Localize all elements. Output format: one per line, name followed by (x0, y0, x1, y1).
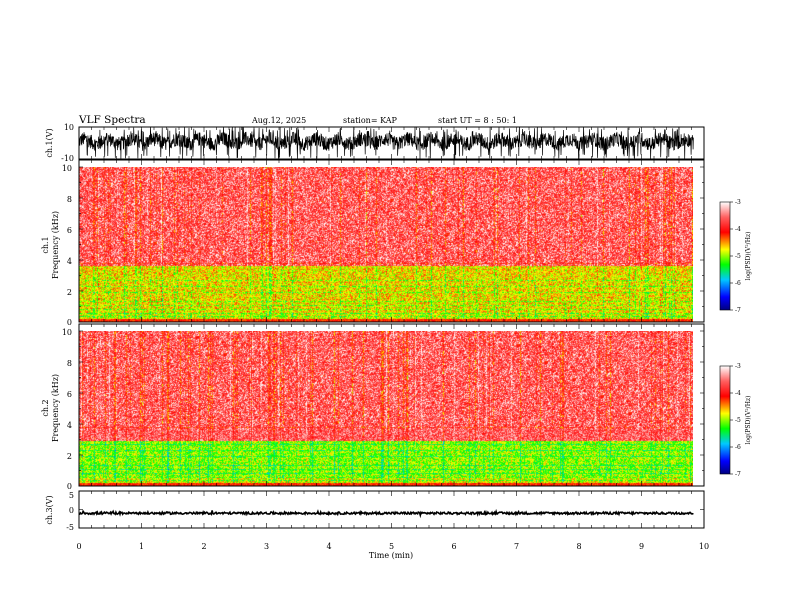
ch2-colorbar-label: log(PSD)(V²/Hz) (745, 396, 752, 445)
ch2-ytick-4: 4 (67, 421, 72, 430)
ch1-ytick-6: 6 (67, 226, 72, 235)
ch1-waveform-ticks (78, 127, 705, 159)
time-axis-tick-labels: 0 1 2 3 4 5 6 7 8 9 10 (76, 542, 709, 551)
ch3-ytick-0: 0 (69, 506, 74, 515)
ch1-ytick-4: 4 (67, 257, 72, 266)
ch1-waveform-ylabel: ch.1(V) (45, 128, 54, 157)
ch1-waveform-line (78, 126, 694, 160)
cb1-label--7: -7 (735, 307, 741, 314)
ch2-frequency-tick-labels: 0 2 4 6 8 10 (62, 328, 72, 491)
cb1-label--4: -4 (735, 226, 741, 233)
ch3-waveform-line (78, 508, 694, 519)
ch1-spectrogram-ticks (78, 160, 705, 323)
time-tick-label: 3 (264, 542, 269, 551)
ch2-spectrogram-panel: 0 2 4 6 8 10 ch.2 Frequency (kHz) -3 -4 … (41, 323, 752, 491)
ch1-ytick-8: 8 (67, 195, 72, 204)
ch1-ytick-2: 2 (67, 288, 72, 297)
ch1-ytick-top: 10 (64, 123, 74, 132)
station-label: station= KAP (343, 116, 398, 125)
time-tick-label: 1 (139, 542, 144, 551)
ch2-ytick-0: 0 (67, 482, 72, 491)
ch1-ytick-bottom: -10 (61, 154, 74, 163)
ch2-ytick-2: 2 (67, 452, 72, 461)
date-label: Aug.12, 2025 (251, 116, 306, 125)
cb1-label--5: -5 (735, 253, 741, 260)
ch3-waveform-ylabel: ch.3(V) (45, 495, 54, 524)
time-tick-label: 7 (514, 542, 519, 551)
ch1-spectrogram-ylabel-channel: ch.1 (41, 236, 50, 253)
ch2-ytick-10: 10 (62, 328, 72, 337)
ch1-ytick-10: 10 (62, 164, 72, 173)
ch1-waveform-trace (78, 126, 694, 160)
ch3-waveform-panel: 5 0 -5 ch.3(V) (45, 490, 705, 532)
time-tick-label: 5 (389, 542, 394, 551)
cb1-label--6: -6 (735, 280, 741, 287)
cb2-label--3: -3 (735, 363, 741, 370)
ch3-ytick--5: -5 (66, 523, 74, 532)
ch1-waveform-panel: 10 -10 ch.1(V) (45, 123, 705, 163)
time-tick-label: 9 (639, 542, 644, 551)
ch1-frequency-tick-labels: 0 2 4 6 8 10 (62, 164, 72, 327)
time-tick-label: 2 (201, 542, 206, 551)
ch3-waveform-trace (78, 508, 694, 519)
time-tick-label: 8 (576, 542, 581, 551)
cb2-label--5: -5 (735, 417, 741, 424)
ch2-colorbar (719, 365, 731, 475)
ch3-ytick-5: 5 (69, 491, 74, 500)
ch2-spectrogram-ticks (78, 324, 705, 487)
ch3-waveform-frame (78, 490, 705, 529)
ch1-spectrogram-image (79, 167, 693, 322)
time-tick-label: 4 (326, 542, 331, 551)
ch3-waveform-ticks (78, 490, 705, 529)
ch1-colorbar-label: log(PSD)(V²/Hz) (745, 232, 752, 281)
time-tick-label: 0 (76, 542, 81, 551)
cb2-label--4: -4 (735, 390, 741, 397)
time-axis-label: Time (min) (369, 551, 413, 560)
figure-title: VLF Spectra (78, 114, 146, 126)
ch1-ytick-0: 0 (67, 318, 72, 327)
ch2-ytick-6: 6 (67, 390, 72, 399)
ch1-spectrogram-panel: 0 2 4 6 8 10 ch.1 Frequency (kHz) (41, 159, 752, 327)
start-ut-label: start UT = 8 : 50: 1 (438, 116, 517, 125)
ch2-colorbar-ticks: -3 -4 -5 -6 -7 (730, 363, 741, 478)
cb1-label--3: -3 (735, 199, 741, 206)
time-tick-label: 10 (699, 542, 709, 551)
ch2-spectrogram-ylabel-channel: ch.2 (41, 399, 50, 416)
cb2-label--6: -6 (735, 444, 741, 451)
cb2-label--7: -7 (735, 471, 741, 478)
ch1-spectrogram-ylabel-frequency: Frequency (kHz) (51, 211, 60, 279)
ch1-colorbar-ticks: -3 -4 -5 -6 -7 (730, 199, 741, 314)
ch2-ytick-8: 8 (67, 359, 72, 368)
time-tick-label: 6 (451, 542, 456, 551)
ch1-colorbar (719, 201, 731, 311)
ch2-spectrogram-ylabel-frequency: Frequency (kHz) (51, 374, 60, 442)
ch2-spectrogram-image (79, 331, 693, 486)
